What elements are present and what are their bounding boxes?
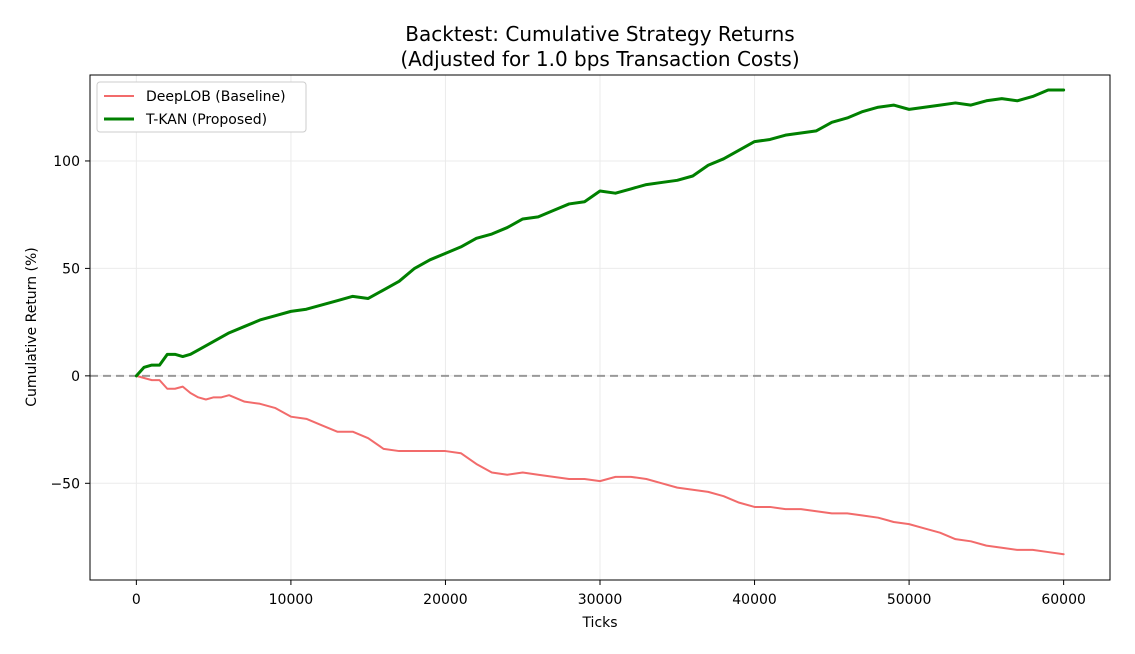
x-tick-label-1: 10000 [269,592,314,608]
y-tick-label-2: 50 [62,261,80,277]
x-axis-label: Ticks [581,615,617,631]
x-tick-label-0: 0 [132,592,141,608]
x-tick-label-4: 40000 [732,592,777,608]
x-tick-label-5: 50000 [887,592,932,608]
legend: DeepLOB (Baseline) T-KAN (Proposed) [96,81,307,133]
x-tick-label-3: 30000 [578,592,623,608]
chart-title-line-1: Backtest: Cumulative Strategy Returns [405,22,794,46]
chart-title-line-2: (Adjusted for 1.0 bps Transaction Costs) [400,47,799,71]
legend-item-deeplob-label: DeepLOB (Baseline) [146,89,286,105]
x-tick-label-2: 20000 [423,592,468,608]
y-tick-label-3: 100 [53,154,80,170]
series-layer [134,88,1066,556]
y-tick-label-1: 0 [71,369,80,385]
y-tick-label-0: −50 [50,476,80,492]
tick-layer: 0 10000 20000 30000 40000 50000 60000 −50 0 50 100 [50,154,1085,608]
deeplob-series-line [135,374,1065,556]
y-axis-label: Cumulative Return (%) [24,247,40,407]
x-tick-label-6: 60000 [1041,592,1086,608]
legend-item-tkan-label: T-KAN (Proposed) [145,112,267,128]
tkan-series-line [134,88,1066,378]
legend-box [96,81,307,133]
